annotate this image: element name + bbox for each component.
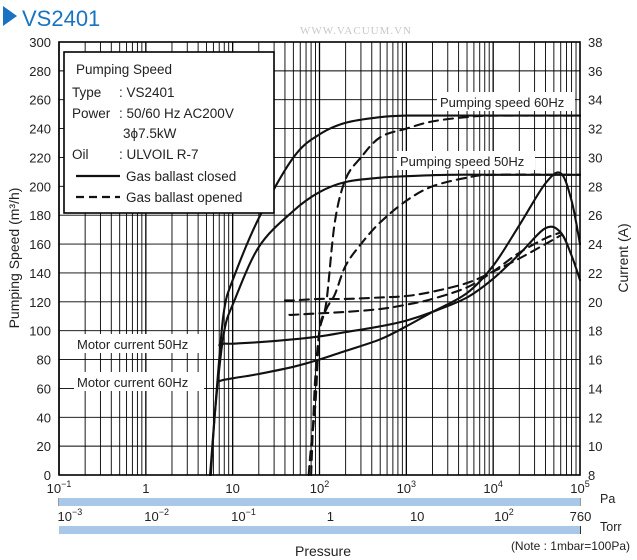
torr-unit-label: Torr	[600, 520, 622, 534]
legend-entry-closed: Gas ballast closed	[126, 169, 236, 184]
legend: Pumping Speed Type : VS2401 Power : 50/6…	[63, 51, 275, 214]
y-right-tick-label: 38	[588, 35, 602, 50]
series-group	[209, 114, 582, 477]
y-left-tick-label: 200	[29, 179, 51, 194]
y-left-tick-label: 40	[37, 410, 51, 425]
y-right-tick-label: 22	[588, 266, 602, 281]
y-axis-left-title: Pumping Speed (m³/h)	[6, 188, 22, 329]
x-pa-tick-label: 102	[310, 479, 329, 496]
series-line-7	[288, 231, 562, 316]
y-left-tick-label: 80	[37, 353, 51, 368]
y-left-tick-label: 180	[29, 208, 51, 223]
series-line-2	[310, 114, 582, 477]
series-line-6	[283, 234, 562, 302]
axis-ticks: 0204060801001201401601802002202402602803…	[29, 35, 602, 534]
x-pa-tick-label: 10	[225, 481, 239, 496]
x-torr-tick-label: 10−1	[231, 507, 256, 524]
annotation-current-50hz: Motor current 50Hz	[77, 337, 188, 352]
y-right-tick-label: 36	[588, 64, 602, 79]
y-right-tick-label: 12	[588, 410, 602, 425]
annotation-current-60hz: Motor current 60Hz	[77, 375, 188, 390]
legend-oil-key: Oil	[72, 147, 89, 162]
x-torr-tick-label: 10−2	[144, 507, 169, 524]
unit-note: (Note : 1mbar=100Pa)	[511, 539, 630, 553]
plot-frame	[58, 41, 581, 476]
y-axis-right-title: Current (A)	[615, 223, 631, 292]
legend-power-key: Power	[72, 106, 111, 121]
y-left-tick-label: 60	[37, 381, 51, 396]
annotation-speed-60hz: Pumping speed 60Hz	[440, 95, 564, 110]
y-left-tick-label: 0	[44, 468, 51, 483]
x-torr-tick-label: 1	[327, 509, 334, 524]
pa-scale-bar	[59, 498, 580, 506]
x-pa-tick-label: 10−1	[47, 479, 72, 496]
x-pa-tick-label: 1	[142, 481, 149, 496]
x-pa-tick-label: 105	[570, 479, 589, 496]
x-pa-tick-label: 104	[483, 479, 502, 496]
x-pa-tick-label: 103	[397, 479, 416, 496]
y-left-tick-label: 220	[29, 150, 51, 165]
y-left-tick-label: 140	[29, 266, 51, 281]
y-right-tick-label: 32	[588, 122, 602, 137]
y-right-tick-label: 34	[588, 93, 602, 108]
y-left-tick-label: 100	[29, 324, 51, 339]
y-left-tick-label: 280	[29, 64, 51, 79]
y-right-tick-label: 10	[588, 439, 602, 454]
y-right-tick-label: 30	[588, 150, 602, 165]
watermark: WWW.VACUUM.VN	[300, 25, 412, 37]
legend-power-value: : 50/60 Hz AC200V	[119, 106, 234, 121]
y-left-tick-label: 160	[29, 237, 51, 252]
y-left-tick-label: 300	[29, 35, 51, 50]
series-line-4	[218, 225, 582, 347]
series-line-5	[218, 171, 582, 383]
y-right-tick-label: 28	[588, 179, 602, 194]
y-right-tick-label: 20	[588, 295, 602, 310]
y-right-tick-label: 18	[588, 324, 602, 339]
y-right-tick-label: 24	[588, 237, 602, 252]
series-line-3	[307, 173, 582, 477]
legend-title: Pumping Speed	[76, 62, 172, 77]
y-right-tick-label: 16	[588, 353, 602, 368]
y-right-tick-label: 14	[588, 381, 602, 396]
pa-unit-label: Pa	[600, 492, 615, 506]
legend-box	[63, 51, 275, 214]
legend-entry-opened: Gas ballast opened	[126, 190, 242, 205]
y-left-tick-label: 120	[29, 295, 51, 310]
y-left-tick-label: 20	[37, 439, 51, 454]
chart-title: VS2401	[22, 6, 100, 31]
legend-oil-value: : ULVOIL R-7	[119, 147, 199, 162]
y-right-tick-label: 8	[588, 468, 595, 483]
x-torr-tick-label: 760	[570, 509, 592, 524]
x-torr-tick-label: 10	[410, 509, 424, 524]
legend-type-value: : VS2401	[119, 85, 175, 100]
y-right-tick-label: 26	[588, 208, 602, 223]
y-left-tick-label: 260	[29, 93, 51, 108]
x-axis-title: Pressure	[295, 543, 351, 559]
y-left-tick-label: 240	[29, 122, 51, 137]
legend-type-key: Type	[72, 85, 101, 100]
torr-scale-bar	[59, 526, 580, 534]
annotation-speed-50hz: Pumping speed 50Hz	[400, 154, 524, 169]
legend-power-detail: 3ϕ7.5kW	[123, 126, 177, 141]
x-torr-tick-label: 10−3	[57, 507, 82, 524]
x-torr-tick-label: 102	[494, 507, 513, 524]
series-line-1	[209, 173, 582, 477]
title-arrow-icon	[3, 6, 17, 26]
